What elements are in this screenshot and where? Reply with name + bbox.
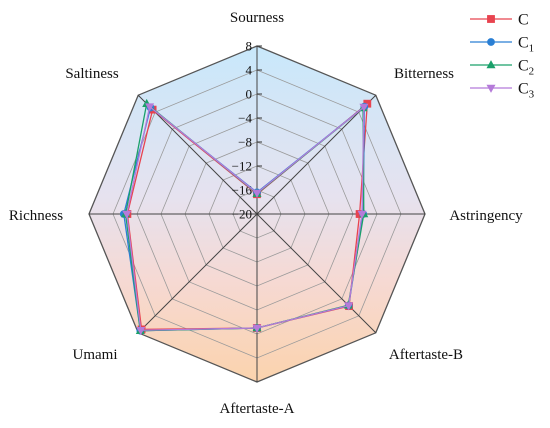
data-point <box>486 60 496 69</box>
legend-item: C2 <box>470 58 534 78</box>
data-point <box>359 103 369 112</box>
tick-label: 8 <box>246 39 253 54</box>
tick-label: −12 <box>232 159 252 174</box>
axis-label: Aftertaste-B <box>389 347 463 363</box>
axis-label: Bitterness <box>394 66 454 82</box>
axis-spoke <box>137 94 258 215</box>
axis-label: Astringency <box>449 208 523 224</box>
axis-label: Aftertaste-A <box>220 401 295 417</box>
series-3 <box>122 103 369 336</box>
legend-label: C2 <box>518 58 534 78</box>
axis-label: Sourness <box>230 10 284 26</box>
data-point <box>252 324 262 333</box>
data-point <box>487 15 495 23</box>
legend: C C1 C2 C3 <box>470 12 535 101</box>
legend-label: C3 <box>518 81 535 101</box>
data-point <box>357 210 367 219</box>
tick-label: −20 <box>232 207 252 222</box>
legend-label: C1 <box>518 35 534 55</box>
tick-label: −8 <box>238 135 252 150</box>
data-point <box>252 189 262 198</box>
radar-grid <box>88 45 426 383</box>
tick-label: 0 <box>246 87 253 102</box>
tick-label: −4 <box>238 111 252 126</box>
data-point <box>136 326 146 336</box>
axis-labels: Sourness Bitterness Astringency Aftertaste-… <box>9 10 523 417</box>
data-point <box>344 302 354 311</box>
axis-spoke <box>137 213 258 334</box>
legend-item: C3 <box>470 81 535 101</box>
axis-spoke <box>256 213 377 334</box>
data-point <box>487 38 495 46</box>
data-point <box>122 210 132 219</box>
axis-label: Saltiness <box>65 66 118 82</box>
legend-item: C1 <box>470 35 534 55</box>
tick-label: 4 <box>246 63 253 78</box>
tick-label: −16 <box>232 183 253 198</box>
series-layer <box>119 98 372 336</box>
legend-item: C <box>470 12 529 29</box>
axis-spoke <box>256 94 377 215</box>
data-point <box>486 84 496 93</box>
axis-label: Umami <box>73 347 118 363</box>
legend-label: C <box>518 12 529 29</box>
data-point <box>145 103 155 112</box>
axis-label: Richness <box>9 208 63 224</box>
